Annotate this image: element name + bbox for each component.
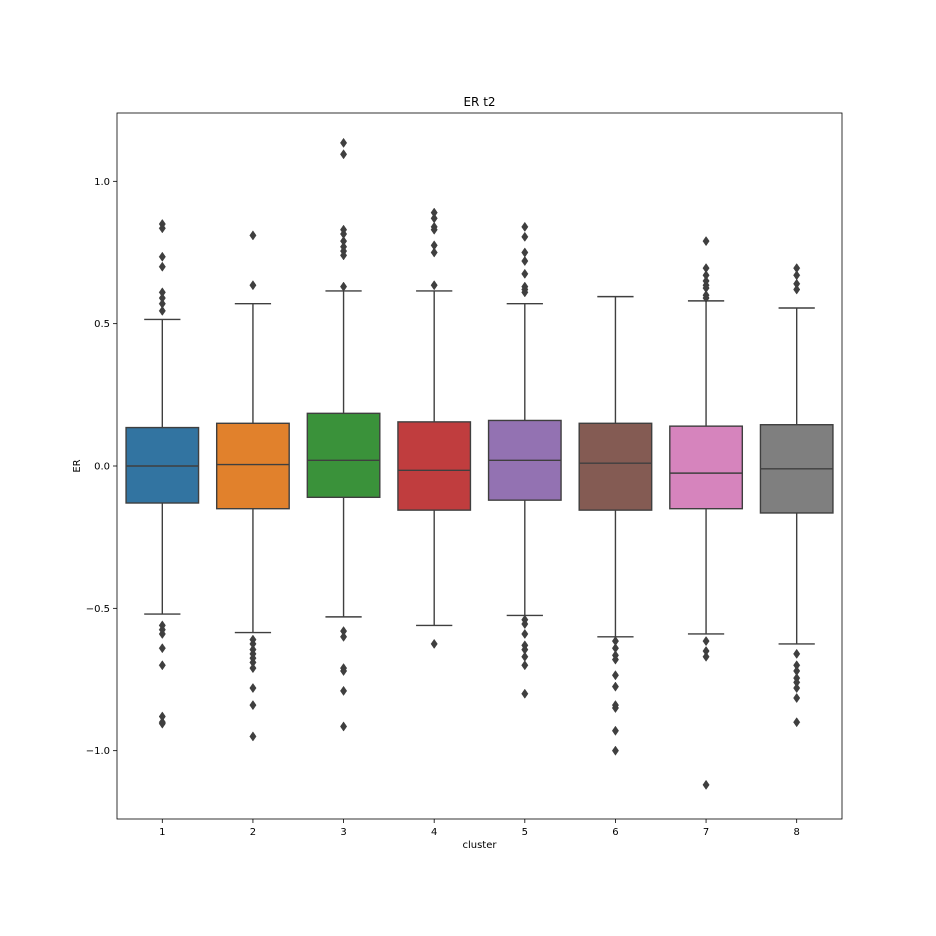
outlier-point bbox=[521, 255, 529, 267]
box-iqr bbox=[669, 425, 744, 510]
outlier-point bbox=[340, 250, 348, 261]
outlier-point bbox=[611, 745, 619, 756]
outlier-point bbox=[430, 247, 438, 258]
box-iqr bbox=[125, 426, 200, 504]
x-axis-label: cluster bbox=[462, 840, 497, 851]
y-axis: −1.0 −0.5 0.0 0.5 1.0 bbox=[86, 177, 117, 757]
outlier-point bbox=[340, 685, 348, 696]
outlier-point bbox=[158, 628, 166, 639]
box-iqr bbox=[397, 421, 472, 511]
outlier-point bbox=[611, 725, 619, 736]
x-tick-label: 1 bbox=[159, 827, 165, 838]
outlier-point bbox=[340, 721, 348, 732]
outlier-point bbox=[702, 779, 710, 790]
outlier-point bbox=[611, 681, 619, 692]
box-iqr bbox=[578, 422, 653, 511]
outlier-point bbox=[158, 305, 166, 316]
outlier-point bbox=[249, 683, 257, 694]
outlier-point bbox=[521, 660, 529, 671]
y-tick-label: −0.5 bbox=[86, 604, 110, 615]
outlier-point bbox=[249, 280, 257, 291]
outlier-point bbox=[249, 230, 257, 241]
outlier-point bbox=[249, 663, 257, 674]
x-tick-label: 6 bbox=[612, 827, 618, 838]
outlier-point bbox=[340, 631, 348, 642]
x-tick-label: 5 bbox=[522, 827, 528, 838]
outlier-point bbox=[430, 638, 438, 649]
outlier-point bbox=[611, 702, 619, 714]
outlier-point bbox=[793, 717, 801, 728]
x-tick-label: 8 bbox=[794, 827, 800, 838]
box-iqr bbox=[215, 422, 290, 510]
box-group-6 bbox=[578, 295, 653, 756]
y-tick-label: 0.0 bbox=[94, 462, 110, 473]
outlier-point bbox=[702, 236, 710, 247]
outlier-point bbox=[249, 700, 257, 711]
outlier-point bbox=[521, 268, 529, 279]
outlier-point bbox=[611, 670, 619, 681]
outlier-point bbox=[521, 231, 529, 242]
box-iqr bbox=[306, 412, 381, 499]
outlier-point bbox=[521, 628, 529, 639]
outlier-point bbox=[158, 718, 166, 729]
outlier-point bbox=[340, 137, 348, 148]
x-tick-label: 4 bbox=[431, 827, 437, 838]
outlier-point bbox=[158, 261, 166, 272]
outlier-point bbox=[793, 692, 801, 704]
x-tick-label: 3 bbox=[340, 827, 346, 838]
x-tick-label: 2 bbox=[250, 827, 256, 838]
outlier-point bbox=[793, 284, 801, 295]
outlier-point bbox=[158, 643, 166, 654]
outlier-point bbox=[611, 654, 619, 665]
outlier-point bbox=[793, 683, 801, 694]
outlier-point bbox=[702, 651, 710, 662]
outlier-point bbox=[340, 281, 348, 292]
outlier-point bbox=[158, 660, 166, 671]
x-tick-label: 7 bbox=[703, 827, 709, 838]
outlier-point bbox=[702, 293, 710, 304]
box-group-5 bbox=[487, 221, 562, 699]
outlier-point bbox=[521, 221, 529, 232]
y-tick-label: 1.0 bbox=[94, 177, 110, 188]
box-group-2 bbox=[215, 230, 290, 742]
box-group-8 bbox=[759, 263, 834, 728]
y-tick-label: −1.0 bbox=[86, 746, 110, 757]
outlier-point bbox=[793, 648, 801, 659]
outlier-point bbox=[158, 251, 166, 262]
box-group-7 bbox=[669, 236, 744, 790]
outlier-point bbox=[158, 223, 166, 234]
outlier-point bbox=[521, 688, 529, 699]
outlier-point bbox=[340, 665, 348, 677]
box-group-4 bbox=[397, 207, 472, 649]
x-axis: 1 2 3 4 5 6 7 8 bbox=[159, 819, 800, 838]
chart-title: ER t2 bbox=[463, 95, 495, 109]
outlier-point bbox=[702, 636, 710, 647]
y-tick-label: 0.5 bbox=[94, 319, 110, 330]
outlier-point bbox=[521, 287, 529, 298]
outlier-point bbox=[430, 224, 438, 235]
box-group-1 bbox=[125, 218, 200, 729]
outlier-point bbox=[340, 149, 348, 160]
outlier-point bbox=[430, 280, 438, 291]
plot-area bbox=[125, 137, 834, 790]
y-axis-label: ER bbox=[72, 459, 83, 472]
outlier-point bbox=[521, 618, 529, 630]
box-group-3 bbox=[306, 137, 381, 732]
outlier-point bbox=[249, 731, 257, 742]
